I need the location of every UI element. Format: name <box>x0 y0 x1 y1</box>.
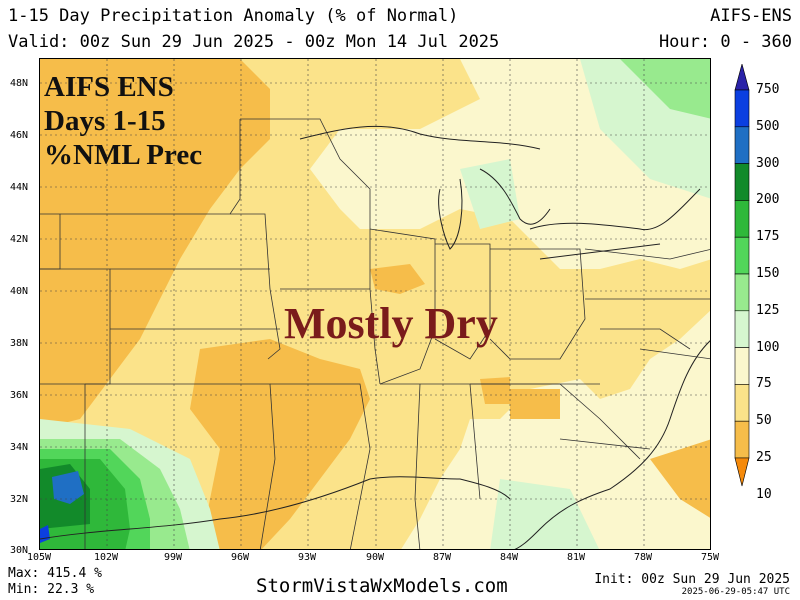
precip-anomaly-map <box>40 59 710 549</box>
legend-swatch <box>734 384 750 422</box>
legend-label: 125 <box>756 302 780 318</box>
legend-swatch <box>734 347 750 385</box>
anomaly-field-25-tn <box>510 389 560 419</box>
anomaly-field-100-lakes <box>460 159 520 229</box>
legend-swatch <box>734 420 750 459</box>
anomaly-field-300 <box>52 471 84 504</box>
render-timestamp: 2025-06-29-05:47 UTC <box>681 587 790 597</box>
coastlines <box>40 125 710 549</box>
lon-label: 90W <box>365 552 385 563</box>
legend-swatch <box>734 236 750 275</box>
legend-swatch <box>734 200 750 238</box>
legend-label: 200 <box>756 192 780 208</box>
lat-label: 48N <box>10 78 29 89</box>
state-boundaries <box>40 118 710 549</box>
max-value: Max: 415.4 % <box>8 566 102 581</box>
overlay-model-label: AIFS ENS <box>44 71 174 103</box>
lon-label: 84W <box>499 552 519 563</box>
lon-label: 105W <box>26 552 52 563</box>
lon-label: 75W <box>700 552 720 563</box>
lon-label: 81W <box>566 552 586 563</box>
lon-label: 87W <box>432 552 452 563</box>
legend-label: 50 <box>756 413 772 429</box>
lat-lon-grid <box>40 59 710 549</box>
lon-label: 78W <box>633 552 653 563</box>
legend-label: 500 <box>756 118 780 134</box>
legend-label: 750 <box>756 82 780 97</box>
model-name: AIFS-ENS <box>710 6 792 26</box>
anomaly-field-25-south <box>190 339 370 549</box>
overlay-days-label: Days 1-15 <box>44 105 166 137</box>
chart-title: 1-15 Day Precipitation Anomaly (% of Nor… <box>8 6 459 26</box>
legend-label: 300 <box>756 155 780 171</box>
anomaly-field-25-atl <box>650 439 710 518</box>
lat-label: 44N <box>10 182 29 193</box>
legend-swatch <box>734 89 750 128</box>
lat-label: 34N <box>10 442 29 453</box>
lat-label: 30N <box>10 545 29 556</box>
lat-label: 38N <box>10 338 29 349</box>
lon-label: 93W <box>297 552 317 563</box>
min-value: Min: 22.3 % <box>8 582 95 597</box>
anomaly-field-25-il <box>370 264 425 294</box>
legend-arrow-top <box>734 64 750 91</box>
valid-period: Valid: 00z Sun 29 Jun 2025 - 00z Mon 14 … <box>8 32 500 52</box>
anomaly-field-25-ky <box>480 377 510 404</box>
anomaly-field-100-fl <box>490 479 600 549</box>
anomaly-field-25-west <box>40 59 270 429</box>
forecast-hours: Hour: 0 - 360 <box>658 32 792 52</box>
lon-label: 99W <box>163 552 183 563</box>
lat-label: 42N <box>10 234 29 245</box>
legend-label: 100 <box>756 339 780 355</box>
anomaly-field-125-ne <box>620 59 710 119</box>
overlay-field-label: %NML Prec <box>44 139 203 171</box>
lon-label: 102W <box>93 552 119 563</box>
legend-swatch <box>734 126 750 164</box>
lat-label: 36N <box>10 390 29 401</box>
lon-label: 96W <box>230 552 250 563</box>
lat-label: 32N <box>10 494 29 505</box>
map-annotation: Mostly Dry <box>284 299 498 348</box>
map-panel <box>39 58 711 550</box>
legend-colorbar <box>734 64 750 487</box>
legend-label: 150 <box>756 266 780 281</box>
legend-swatch <box>734 163 750 201</box>
init-time: Init: 00z Sun 29 Jun 2025 <box>594 572 790 587</box>
lat-label: 46N <box>10 130 29 141</box>
legend-swatch <box>734 273 750 312</box>
legend-label: 25 <box>756 450 772 465</box>
legend-label: 75 <box>756 376 772 392</box>
legend-label: 175 <box>756 229 780 245</box>
lat-label: 40N <box>10 286 29 297</box>
legend-arrow-bottom <box>734 457 750 487</box>
legend-label: 10 <box>756 486 772 502</box>
legend-swatch <box>734 310 750 348</box>
site-watermark[interactable]: StormVistaWxModels.com <box>256 575 508 597</box>
